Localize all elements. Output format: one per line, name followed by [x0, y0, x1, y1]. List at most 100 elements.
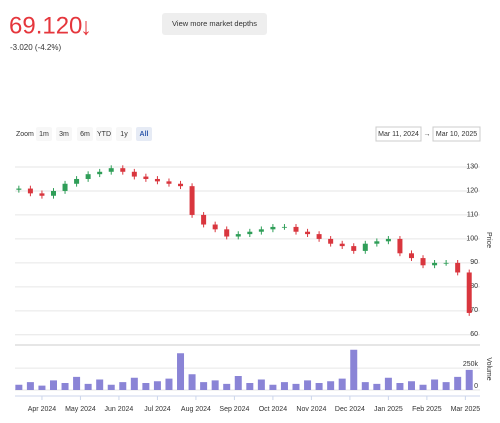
x-tick-label: Apr 2024 [28, 406, 57, 413]
candle-body [154, 178, 160, 182]
candle-body [455, 262, 461, 273]
volume-bar [257, 379, 265, 390]
candle-body [39, 193, 45, 196]
zoom-button[interactable] [116, 127, 132, 141]
volume-bar [338, 378, 346, 390]
candle-body [62, 183, 68, 191]
x-tick-label: Sep 2024 [219, 406, 249, 413]
zoom-button[interactable] [136, 127, 152, 141]
candle-body [339, 243, 345, 247]
volume-bar [223, 383, 231, 390]
x-tick-label: Oct 2024 [259, 406, 288, 413]
candle-body [328, 238, 334, 244]
volume-bar [315, 383, 323, 390]
x-tick-label: Feb 2025 [412, 406, 442, 413]
zoom-button[interactable] [56, 127, 72, 141]
candle-body [374, 241, 380, 244]
zoom-label: Zoom [16, 131, 34, 138]
date-to[interactable] [432, 126, 481, 142]
volume-bar [234, 376, 242, 390]
volume-bar [188, 374, 196, 390]
candle-body [212, 224, 218, 230]
candle-body [189, 186, 195, 215]
volume-bar [142, 383, 150, 390]
depth-button[interactable] [162, 13, 267, 35]
zoom-button-label[interactable]: 1m [39, 131, 49, 138]
date-from-text[interactable]: Mar 11, 2024 [378, 131, 419, 138]
zoom-button-label[interactable]: YTD [97, 131, 111, 138]
zoom-button-label[interactable]: 3m [59, 131, 69, 138]
zoom-button-label[interactable]: 6m [80, 131, 90, 138]
volume-bar [304, 380, 312, 390]
candle-body [362, 243, 368, 251]
candle-body [270, 226, 276, 230]
candle-body [201, 214, 207, 225]
volume-bar [269, 384, 277, 390]
x-tick-label: Jul 2024 [144, 406, 171, 413]
candle-body [466, 272, 472, 313]
y-tick-label: 70 [470, 307, 478, 314]
y-tick-label: 90 [470, 259, 478, 266]
candle-body [224, 229, 230, 237]
zoom-button[interactable] [77, 127, 93, 141]
volume-bar [26, 382, 34, 390]
date-from[interactable] [375, 126, 422, 142]
candle-body [397, 238, 403, 254]
volume-bar [431, 379, 439, 390]
x-tick-label: Aug 2024 [181, 406, 211, 413]
zoom-button-label[interactable]: All [140, 131, 149, 138]
volume-bar [350, 349, 358, 390]
candle-body [74, 178, 80, 184]
price-arrow: ↓ [80, 13, 92, 40]
volume-bar [454, 376, 462, 390]
volume-bar [107, 384, 115, 390]
x-tick-label: Jun 2024 [105, 406, 134, 413]
candle-body [432, 262, 438, 266]
volume-bar [246, 383, 254, 390]
zoom-button[interactable] [36, 127, 52, 141]
candle-body [258, 229, 264, 232]
volume-bar [200, 382, 208, 390]
x-tick-label: Jan 2025 [374, 406, 403, 413]
candle-body [97, 171, 103, 175]
candle-body [281, 226, 287, 228]
candle-body [305, 231, 311, 235]
candle-body [50, 190, 56, 196]
volume-bar [177, 353, 185, 390]
date-to-text[interactable]: Mar 10, 2025 [436, 131, 477, 138]
y-tick-label: 80 [470, 283, 478, 290]
volume-bar [396, 383, 404, 390]
axis-label: Price [485, 232, 492, 248]
candle-body [293, 226, 299, 232]
volume-bar [211, 380, 219, 390]
candle-body [16, 188, 22, 190]
candle-body [108, 168, 114, 172]
volume-bar [73, 376, 81, 390]
volume-bar [96, 379, 104, 390]
candle-body [316, 234, 322, 239]
x-tick-label: Mar 2025 [451, 406, 481, 413]
volume-bar [292, 383, 300, 390]
y-tick-label: 120 [466, 187, 478, 194]
depth-button-label[interactable]: View more market depths [172, 19, 257, 28]
zoom-button-label[interactable]: 1y [120, 131, 128, 138]
y-tick-label: 130 [466, 163, 478, 170]
candle-body [351, 246, 357, 251]
candle-body [120, 168, 126, 172]
candle-body [247, 231, 253, 235]
volume-bar [384, 377, 392, 390]
candle-body [166, 181, 172, 184]
volume-bar [153, 381, 161, 390]
y-tick-label: 100 [466, 235, 478, 242]
volume-bar [327, 381, 335, 390]
x-tick-label: Dec 2024 [335, 406, 365, 413]
zoom-button[interactable] [96, 127, 112, 141]
y2-tick-label: 0 [474, 383, 478, 390]
volume-bar [442, 382, 450, 390]
volume-bar [419, 384, 427, 390]
volume-bar [130, 377, 138, 390]
volume-bar [465, 369, 473, 390]
volume-bar [165, 378, 173, 390]
